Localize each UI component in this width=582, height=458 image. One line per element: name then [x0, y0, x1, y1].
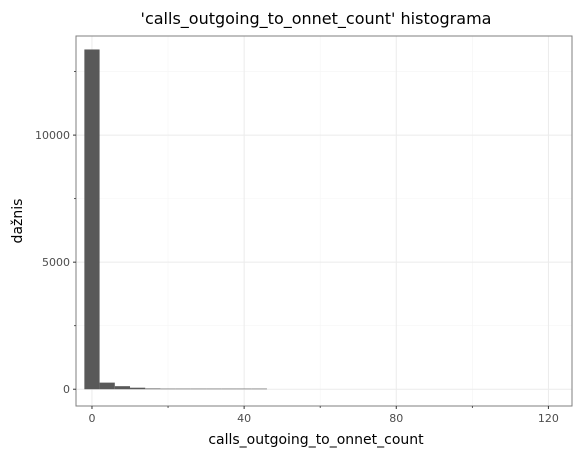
- histogram-bar: [130, 387, 146, 390]
- x-axis-title: calls_outgoing_to_onnet_count: [208, 432, 424, 448]
- histogram-bar: [145, 388, 161, 390]
- y-tick-label: 0: [63, 383, 70, 396]
- histogram-bar: [206, 388, 222, 390]
- histogram-bar: [251, 388, 267, 390]
- x-tick-label: 40: [237, 412, 251, 425]
- x-tick-label: 120: [538, 412, 559, 425]
- histogram-bar: [190, 388, 207, 390]
- histogram-bar: [221, 388, 237, 390]
- histogram-bar: [114, 386, 131, 390]
- histogram-bar: [160, 388, 176, 390]
- y-tick-label: 5000: [42, 256, 70, 269]
- histogram-bar: [236, 388, 252, 390]
- x-tick-label: 80: [389, 412, 403, 425]
- y-axis-title: dažnis: [10, 199, 26, 244]
- histogram-bars: [84, 49, 267, 390]
- chart-title: 'calls_outgoing_to_onnet_count' histogra…: [141, 9, 492, 29]
- histogram-bar: [84, 49, 100, 390]
- y-tick-label: 10000: [35, 129, 70, 142]
- grid-lines: [76, 36, 572, 406]
- histogram-bar: [99, 382, 115, 390]
- histogram-bar: [175, 388, 191, 390]
- plot-panel-border: [75, 35, 573, 407]
- x-tick-label: 0: [88, 412, 95, 425]
- x-axis: 0 40 80 120: [88, 406, 559, 425]
- y-axis: 0 5000 10000: [35, 71, 76, 396]
